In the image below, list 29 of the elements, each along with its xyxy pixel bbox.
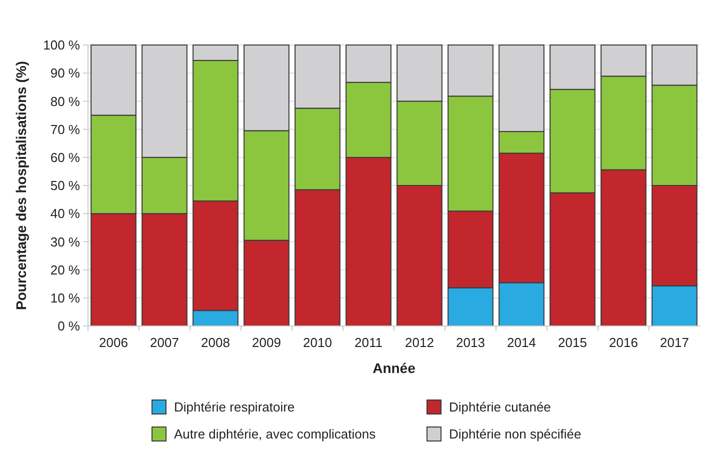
x-tick-label: 2013 <box>456 335 485 350</box>
x-tick-label: 2010 <box>303 335 332 350</box>
x-tick-label: 2014 <box>507 335 536 350</box>
y-tick-label: 0 % <box>58 318 80 334</box>
legend-label: Diphtérie respiratoire <box>174 400 295 415</box>
y-tick-label: 90 % <box>50 66 80 81</box>
x-tick-label: 2015 <box>558 335 587 350</box>
legend-label: Diphtérie non spécifiée <box>449 426 582 442</box>
y-tick-label: 70 % <box>50 122 80 137</box>
y-tick-label: 30 % <box>50 234 80 250</box>
x-axis-title: Année <box>372 360 416 376</box>
x-tick-label: 2012 <box>405 335 434 350</box>
x-tick-label: 2017 <box>660 335 689 350</box>
y-tick-label: 20 % <box>50 262 80 278</box>
y-tick-label: 50 % <box>50 178 80 194</box>
x-tick-label: 2006 <box>99 335 128 350</box>
x-tick-label: 2011 <box>354 335 382 350</box>
y-tick-label: 100 % <box>43 38 80 53</box>
x-tick-label: 2009 <box>252 335 281 350</box>
y-tick-label: 60 % <box>50 150 80 165</box>
x-tick-label: 2016 <box>609 335 638 350</box>
x-tick-label: 2007 <box>150 335 179 350</box>
y-tick-label: 40 % <box>50 206 80 222</box>
y-axis-title: Pourcentage des hospitalisations (%) <box>13 61 29 310</box>
legend-label: Diphtérie cutanée <box>449 400 551 415</box>
x-tick-label: 2008 <box>201 335 230 350</box>
legend-label: Autre diphtérie, avec complications <box>174 426 376 442</box>
y-tick-label: 10 % <box>50 290 80 306</box>
y-tick-label: 80 % <box>50 94 80 109</box>
